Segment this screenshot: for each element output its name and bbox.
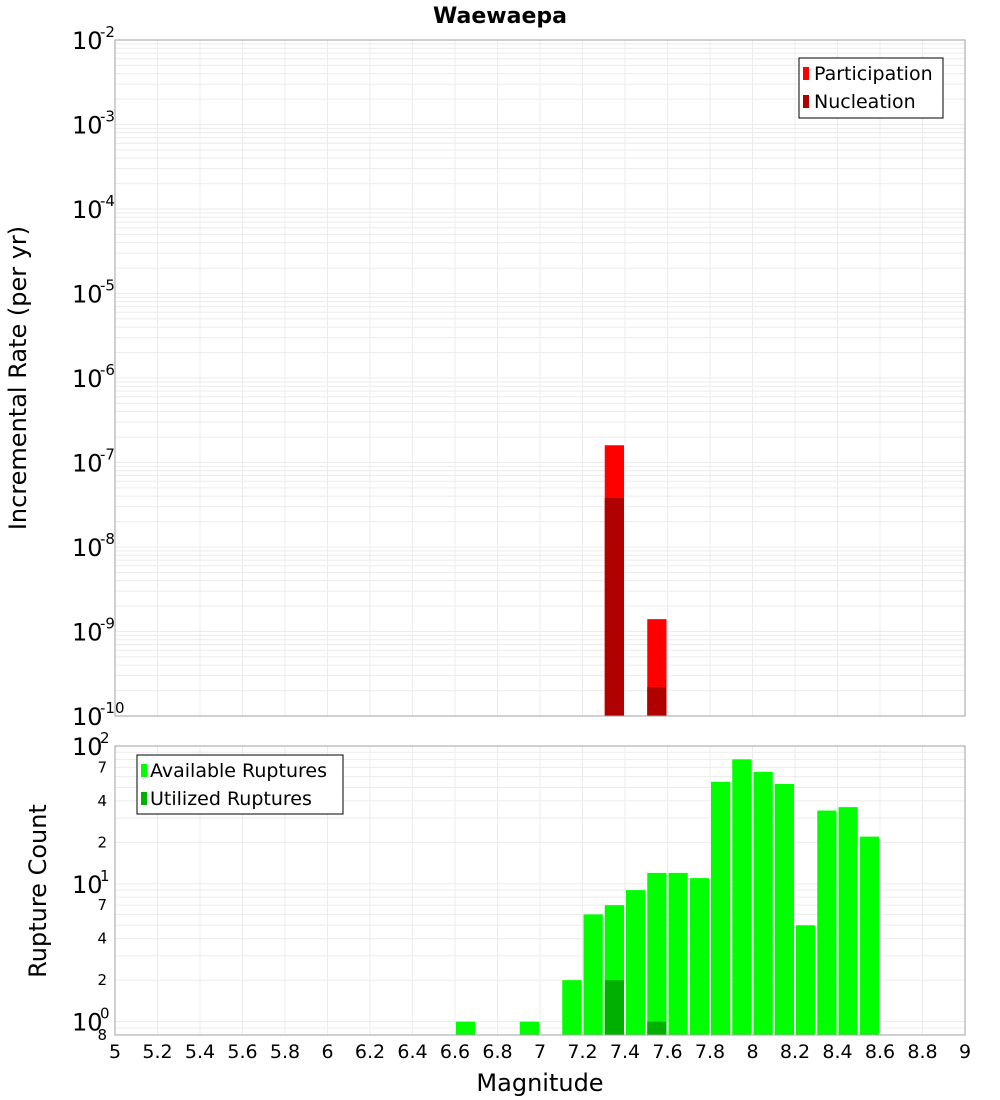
top-bars (604, 445, 667, 716)
bottom-legend: Available Ruptures Utilized Ruptures (136, 754, 344, 815)
bottom-bar-available-ruptures-7_65 (668, 872, 688, 1035)
x-tick-label: 5.4 (185, 1041, 215, 1063)
top-y-tick-label: 10 (72, 281, 103, 309)
bottom-y-minor-tick-label: 2 (97, 971, 107, 989)
bottom-y-tick-label: 10 (72, 871, 103, 899)
x-tick-label: 8 (746, 1041, 758, 1063)
bottom-y-tick-label: 10 (72, 733, 103, 761)
bottom-bar-available-ruptures-8_15 (774, 784, 794, 1035)
bottom-bar-available-ruptures-7_15 (562, 980, 582, 1035)
bottom-y-minor-tick-label: 4 (97, 792, 107, 810)
legend-swatch-available (141, 764, 147, 777)
bottom-y-minor-tick-label: 7 (97, 896, 107, 914)
bottom-bars (456, 759, 879, 1035)
x-tick-label: 5.2 (142, 1041, 172, 1063)
legend-label-nucleation: Nucleation (814, 91, 916, 113)
x-tick-label: 5 (109, 1041, 121, 1063)
bottom-bar-utilized-ruptures-7_55 (647, 1021, 667, 1035)
bottom-y-minor-tick-label: 7 (97, 758, 107, 776)
top-y-tick-label: 10 (72, 112, 103, 140)
bottom-bar-available-ruptures-7_45 (626, 890, 646, 1035)
bottom-y-tick-exponent: 2 (100, 729, 110, 747)
x-tick-label: 6.6 (440, 1041, 470, 1063)
top-y-axis-label: Incremental Rate (per yr) (4, 226, 32, 530)
bottom-y-tick-label: 10 (72, 1009, 103, 1037)
legend-label-utilized: Utilized Ruptures (150, 788, 312, 810)
top-legend: Participation Nucleation (798, 57, 944, 119)
bottom-bar-available-ruptures-6_95 (519, 1021, 539, 1035)
bottom-bar-utilized-ruptures-7_35 (604, 980, 624, 1035)
top-y-tick-label: 10 (72, 619, 103, 647)
bottom-y-tick-exponent: 1 (100, 867, 110, 885)
bottom-legend-box (136, 754, 344, 815)
x-tick-label: 6.2 (355, 1041, 385, 1063)
bottom-y-minor-tick-label: 2 (97, 833, 107, 851)
x-tick-label: 7.6 (652, 1041, 682, 1063)
top-legend-box (798, 57, 944, 119)
top-y-tick-exponent: -5 (100, 277, 115, 295)
top-bar-nucleation-7_55 (647, 687, 667, 716)
x-axis-label: Magnitude (476, 1069, 603, 1097)
bottom-bar-available-ruptures-8_35 (817, 810, 837, 1035)
top-y-tick-label: 10 (72, 196, 103, 224)
top-y-tick-label: 10 (72, 450, 103, 478)
bottom-plot-frame (114, 745, 966, 1036)
bottom-bar-available-ruptures-7_75 (689, 878, 709, 1035)
x-ticks: 5 5.2 5.4 5.6 5.8 6 6.2 6.4 6.6 6.8 7 7.2 7.4 7.6 7.8 8… (109, 1041, 971, 1063)
bottom-bar-available-ruptures-7_25 (583, 914, 603, 1035)
top-plot-frame (114, 39, 966, 717)
top-y-ticks: 10-210-310-410-510-610-710-810-910-10 (72, 23, 125, 731)
x-tick-label: 8.6 (865, 1041, 895, 1063)
top-y-tick-exponent: -4 (100, 192, 115, 210)
x-tick-label: 5.6 (227, 1041, 257, 1063)
top-grid (114, 40, 966, 717)
top-y-tick-label: 10 (72, 27, 103, 55)
legend-label-available: Available Ruptures (150, 760, 327, 782)
bottom-y-axis-label: Rupture Count (24, 804, 52, 978)
top-y-tick-exponent: -6 (100, 361, 115, 379)
top-y-tick-exponent: -10 (100, 699, 125, 717)
top-y-tick-exponent: -7 (100, 446, 115, 464)
bottom-bar-available-ruptures-7_55 (647, 872, 667, 1035)
x-tick-label: 6 (321, 1041, 333, 1063)
bottom-y-minor-tick-label: 4 (97, 930, 107, 948)
bottom-bar-available-ruptures-7_95 (732, 759, 752, 1035)
x-tick-label: 9 (959, 1041, 971, 1063)
legend-swatch-utilized (141, 792, 147, 805)
legend-label-participation: Participation (814, 63, 933, 85)
x-tick-label: 7.8 (695, 1041, 725, 1063)
bottom-bar-available-ruptures-6_65 (456, 1021, 476, 1035)
bottom-y-tick-exponent: 0 (100, 1005, 110, 1023)
bottom-bar-available-ruptures-8_05 (753, 771, 773, 1035)
x-tick-label: 5.8 (270, 1041, 300, 1063)
x-tick-label: 7.4 (610, 1041, 640, 1063)
top-y-tick-exponent: -9 (100, 615, 115, 633)
top-y-tick-label: 10 (72, 703, 103, 731)
chart-title: Waewaepa (433, 4, 567, 29)
bottom-y-minor-tick-label: 8 (97, 1026, 107, 1044)
x-tick-label: 7 (534, 1041, 546, 1063)
bottom-bar-available-ruptures-7_85 (711, 781, 731, 1035)
x-tick-label: 8.2 (780, 1041, 810, 1063)
x-tick-label: 6.4 (397, 1041, 427, 1063)
top-y-tick-exponent: -8 (100, 530, 115, 548)
top-y-tick-exponent: -2 (100, 23, 115, 41)
bottom-bar-available-ruptures-8_25 (796, 925, 816, 1035)
x-tick-label: 7.2 (567, 1041, 597, 1063)
x-tick-label: 8.4 (822, 1041, 852, 1063)
bottom-bar-available-ruptures-8_55 (859, 836, 879, 1035)
legend-swatch-nucleation (803, 95, 809, 108)
legend-swatch-participation (803, 67, 809, 80)
bottom-bar-available-ruptures-8_45 (838, 807, 858, 1035)
x-tick-label: 6.8 (482, 1041, 512, 1063)
top-bar-nucleation-7_35 (604, 498, 624, 716)
top-y-tick-label: 10 (72, 534, 103, 562)
top-y-tick-label: 10 (72, 365, 103, 393)
top-y-tick-exponent: -3 (100, 108, 115, 126)
x-tick-label: 8.8 (907, 1041, 937, 1063)
